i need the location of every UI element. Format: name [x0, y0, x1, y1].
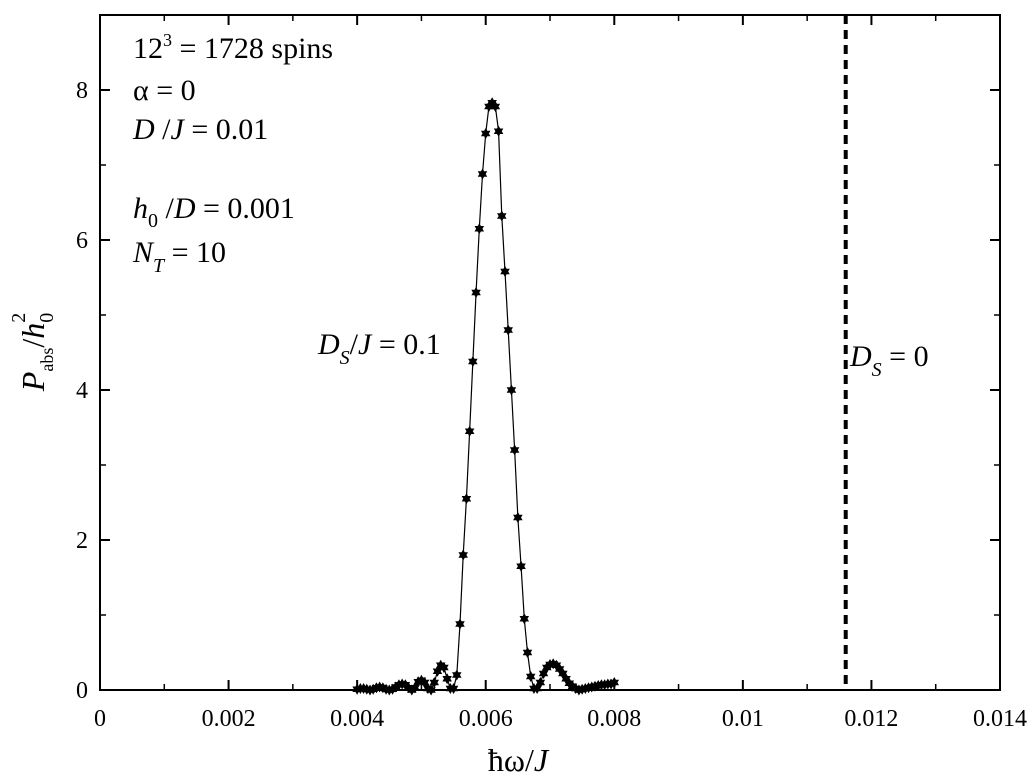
x-tick-label: 0.012: [844, 706, 898, 732]
data-point: [455, 618, 465, 630]
data-point: [503, 324, 513, 336]
data-point: [429, 677, 440, 688]
data-point: [500, 266, 510, 277]
data-point: [516, 560, 526, 572]
y-tick-label: 6: [76, 228, 88, 254]
data-point: [461, 493, 472, 505]
data-point: [490, 101, 501, 112]
x-axis-tick-labels: 0 0.002 0.004 0.006 0.008 0.01 0.012 0.014: [94, 706, 1027, 732]
annotation-ds-over-j: DS/J = 0.1: [317, 328, 441, 369]
y-axis-tick-labels: 0 2 4 6 8: [76, 78, 88, 704]
data-point: [474, 223, 485, 235]
annotation-h0-over-d: h0 /D = 0.001: [133, 192, 295, 232]
data-point: [458, 549, 468, 561]
annotation-ds-zero: DS = 0: [849, 340, 929, 381]
data-point: [471, 287, 481, 298]
y-tick-label: 4: [76, 378, 88, 404]
x-tick-label: 0.014: [973, 706, 1027, 732]
data-point: [609, 677, 620, 688]
data-point: [426, 684, 436, 696]
x-tick-label: 0.002: [202, 706, 256, 732]
y-axis-ticks: [100, 89, 1000, 691]
data-point: [519, 613, 530, 625]
x-tick-label: 0.008: [587, 706, 641, 732]
data-point: [442, 673, 452, 685]
x-tick-label: 0: [94, 706, 106, 732]
annotation-spins: 123 = 1728 spins: [133, 30, 333, 65]
data-point: [439, 662, 449, 673]
annotation-nt: NT = 10: [132, 236, 226, 277]
data-point: [497, 210, 507, 222]
x-tick-label: 0.006: [459, 706, 513, 732]
y-tick-label: 8: [76, 78, 88, 104]
y-axis-title: Pabs/h02: [8, 313, 58, 392]
x-axis-title: ħω/J: [488, 742, 550, 778]
data-point: [448, 683, 459, 694]
data-point: [513, 512, 523, 523]
annotation-alpha: α = 0: [133, 74, 196, 107]
data-point: [506, 384, 517, 396]
data-point: [480, 128, 491, 139]
x-axis-ticks: [99, 15, 1001, 690]
data-point: [493, 125, 504, 137]
data-point: [468, 356, 478, 367]
data-point: [509, 444, 520, 456]
y-tick-label: 2: [76, 528, 88, 554]
x-tick-label: 0.004: [330, 706, 384, 732]
y-tick-label: 0: [76, 678, 88, 704]
series-line: [357, 101, 615, 691]
data-point: [522, 647, 533, 658]
data-point: [452, 669, 462, 681]
data-point: [525, 671, 536, 682]
data-point: [477, 168, 488, 180]
series-markers: [352, 97, 620, 696]
x-tick-label: 0.01: [722, 706, 764, 732]
annotation-d-over-j: D /J = 0.01: [132, 113, 268, 146]
data-point: [535, 677, 546, 688]
data-point: [464, 425, 475, 437]
